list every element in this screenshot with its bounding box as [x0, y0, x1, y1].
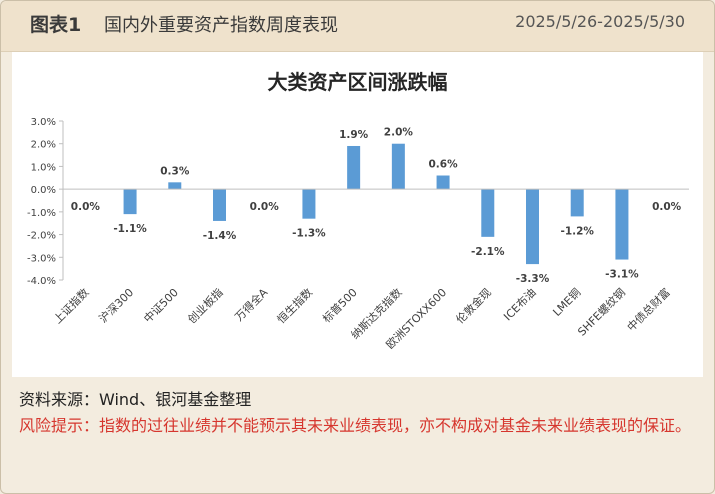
bar: [570, 189, 584, 217]
figure-title: 国内外重要资产指数周度表现: [104, 15, 338, 36]
bar: [168, 182, 182, 190]
source-note: 资料来源：Wind、银河基金整理: [19, 390, 252, 409]
y-tick-label: -3.0%: [27, 253, 56, 264]
bar: [481, 189, 495, 237]
bar: [347, 145, 361, 190]
category-label: 标普500: [319, 285, 359, 325]
category-label: 创业板指: [185, 285, 226, 326]
date-range: 2025/5/26-2025/5/30: [515, 12, 685, 31]
figure-label: 图表1: [30, 14, 82, 36]
y-tick-label: 1.0%: [31, 162, 56, 173]
category-label: SHFE螺纹钢: [575, 285, 628, 338]
bar: [213, 189, 226, 221]
data-label: 0.0%: [250, 201, 280, 213]
category-label: 恒生指数: [274, 285, 315, 326]
data-label: 2.0%: [384, 127, 414, 139]
data-label: -2.1%: [471, 246, 505, 258]
category-label: 中债总财富: [624, 285, 673, 334]
data-label: -1.4%: [203, 230, 237, 242]
data-label: 0.0%: [71, 201, 101, 213]
bar: [391, 143, 405, 190]
chart-title: 大类资产区间涨跌幅: [267, 70, 448, 94]
data-label: 0.6%: [429, 159, 459, 171]
chart-panel: 大类资产区间涨跌幅 3.0% 2.0% 1.0% 0.0% -1.0% -2.0% -3.0…: [12, 52, 703, 377]
figure-header: 图表1 国内外重要资产指数周度表现 2025/5/26-2025/5/30: [1, 1, 714, 52]
y-tick-label: -1.0%: [27, 208, 56, 219]
data-label: 0.3%: [160, 165, 190, 177]
data-label: -1.2%: [560, 225, 594, 237]
bar: [436, 175, 450, 190]
category-label: ICE布油: [501, 285, 539, 323]
y-tick-label: 3.0%: [31, 117, 56, 128]
bar: [615, 189, 629, 260]
category-label: 上证指数: [50, 285, 91, 326]
data-label: 0.0%: [652, 201, 682, 213]
data-label: -1.3%: [292, 228, 326, 240]
y-tick-label: 0.0%: [31, 185, 56, 196]
data-label: -3.1%: [605, 269, 639, 281]
category-label: 中证500: [141, 286, 181, 326]
bar: [123, 189, 137, 215]
bar: [526, 189, 539, 265]
category-label: 伦敦金现: [453, 285, 494, 326]
risk-disclaimer: 风险提示：指数的过往业绩并不能预示其未来业绩表现，亦不构成对基金未来业绩表现的保…: [19, 416, 692, 435]
bar: [302, 189, 316, 219]
category-label: LME铜: [550, 285, 584, 319]
y-tick-label: 2.0%: [31, 140, 56, 151]
y-tick-label: -4.0%: [27, 276, 56, 287]
category-label: 沪深300: [96, 285, 136, 325]
data-label: 1.9%: [339, 129, 369, 141]
y-tick-label: -2.0%: [27, 231, 56, 242]
bar-chart: 3.0% 2.0% 1.0% 0.0% -1.0% -2.0% -3.0% -4.0% 0.0%…: [27, 117, 689, 352]
data-label: -1.1%: [113, 223, 147, 235]
data-label: -3.3%: [516, 273, 550, 285]
category-label: 万得全A: [232, 285, 271, 324]
